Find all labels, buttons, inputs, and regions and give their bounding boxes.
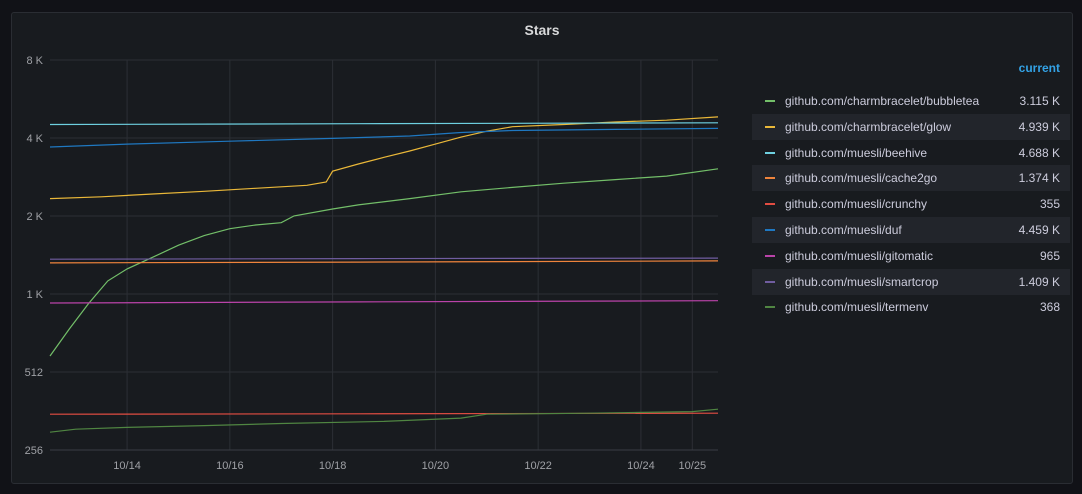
x-tick-label: 10/25 <box>679 460 707 472</box>
series-line <box>49 116 719 200</box>
legend-current-header[interactable]: current <box>1018 61 1060 75</box>
legend-swatch <box>765 203 775 206</box>
legend-item-value: 355 <box>1039 197 1060 212</box>
legend-item[interactable]: github.com/muesli/cache2go 1.374 K <box>752 165 1070 192</box>
legend-item-name: github.com/muesli/smartcrop <box>785 274 939 289</box>
y-tick-label: 256 <box>25 445 43 457</box>
series-line <box>49 257 719 260</box>
line-chart: 256 512 1 K 2 K 4 K 8 K 10/14 10/16 10/18 10/20 10… <box>25 55 719 472</box>
legend-item-name: github.com/muesli/beehive <box>785 145 928 160</box>
legend-swatch <box>765 229 775 231</box>
y-tick-label: 2 K <box>26 211 43 223</box>
legend-item[interactable]: github.com/muesli/beehive 4.688 K <box>752 140 1070 166</box>
legend-item-name: github.com/muesli/gitomatic <box>785 248 934 263</box>
series-line <box>49 300 719 304</box>
legend-swatch <box>765 280 775 283</box>
legend-item-value: 1.374 K <box>1018 171 1060 186</box>
legend-item[interactable]: github.com/charmbracelet/glow 4.939 K <box>752 113 1070 140</box>
series-line <box>49 408 719 433</box>
legend-item[interactable]: github.com/muesli/duf 4.459 K <box>752 217 1070 243</box>
legend-item-name: github.com/muesli/duf <box>785 223 902 237</box>
x-tick-label: 10/14 <box>113 460 141 472</box>
legend-item[interactable]: github.com/muesli/smartcrop 1.409 K <box>752 268 1070 295</box>
legend-item[interactable]: github.com/charmbracelet/bubbletea 3.115 … <box>752 88 1070 114</box>
legend-item-name: github.com/muesli/crunchy <box>785 197 928 212</box>
legend-item-value: 368 <box>1039 300 1060 315</box>
legend-item-value: 4.459 K <box>1018 223 1060 237</box>
legend-swatch <box>765 125 775 128</box>
stars-panel: Stars 256 512 1 K 2 K 4 K 8 K 10/14 10/16 10/18 1… <box>11 12 1073 484</box>
series-line <box>49 122 719 126</box>
legend-swatch <box>765 254 775 257</box>
legend-swatch <box>765 306 775 309</box>
legend-item-value: 4.688 K <box>1018 145 1060 160</box>
y-tick-label: 8 K <box>26 55 43 67</box>
legend-item[interactable]: github.com/muesli/crunchy 355 <box>752 191 1070 217</box>
legend-item-value: 3.115 K <box>1019 94 1060 108</box>
legend-item-name: github.com/charmbracelet/bubbletea <box>785 94 980 108</box>
x-tick-label: 10/22 <box>524 460 552 472</box>
legend-swatch <box>765 151 775 154</box>
legend-item-value: 4.939 K <box>1018 119 1060 134</box>
x-tick-label: 10/18 <box>319 460 347 472</box>
legend-item-name: github.com/muesli/cache2go <box>785 171 938 186</box>
x-tick-label: 10/20 <box>422 460 450 472</box>
legend-item-value: 965 <box>1039 248 1060 263</box>
x-tick-label: 10/16 <box>216 460 244 472</box>
legend-item-name: github.com/muesli/termenv <box>785 300 929 315</box>
series-line <box>49 260 719 264</box>
series-line <box>49 168 719 357</box>
legend-item-name: github.com/charmbracelet/glow <box>785 119 952 134</box>
legend-swatch <box>765 177 775 180</box>
legend-item[interactable]: github.com/muesli/gitomatic 965 <box>752 243 1070 269</box>
y-tick-label: 4 K <box>26 133 43 145</box>
y-tick-label: 512 <box>25 367 43 379</box>
x-tick-label: 10/24 <box>627 460 655 472</box>
legend-item-value: 1.409 K <box>1018 274 1060 289</box>
legend-swatch <box>765 100 775 102</box>
series-line <box>49 127 719 148</box>
y-tick-label: 1 K <box>26 289 43 301</box>
legend-item[interactable]: github.com/muesli/termenv 368 <box>752 294 1070 320</box>
panel-title: Stars <box>524 22 560 38</box>
